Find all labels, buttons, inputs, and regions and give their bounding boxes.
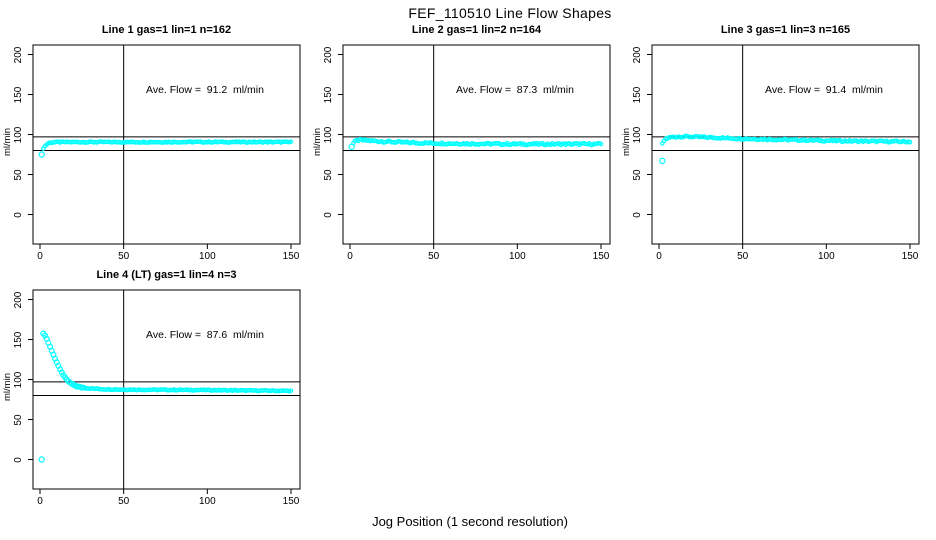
y-tick-label: 200 — [13, 291, 24, 308]
data-point — [55, 362, 62, 369]
panel-title: Line 2 gas=1 lin=2 n=164 — [411, 24, 542, 36]
y-tick-label: 50 — [13, 413, 24, 426]
outlier-point — [348, 143, 355, 151]
y-tick-label: 150 — [13, 331, 24, 348]
x-tick-label: 100 — [198, 496, 216, 507]
y-tick-label: 0 — [13, 456, 24, 463]
ave-flow-annotation: Ave. Flow = 91.2 ml/min — [146, 84, 264, 96]
y-tick-label: 0 — [632, 211, 643, 218]
y-tick-label: 0 — [323, 211, 334, 218]
y-tick-label: 200 — [13, 46, 24, 63]
ave-flow-annotation: Ave. Flow = 87.3 ml/min — [456, 84, 574, 96]
y-tick-label: 50 — [632, 168, 643, 181]
y-tick-label: 150 — [13, 86, 24, 103]
y-tick-label: 200 — [632, 46, 643, 63]
x-tick-label: 150 — [282, 496, 300, 507]
data-point — [907, 139, 913, 145]
x-tick-label: 150 — [592, 251, 610, 262]
panel-plot — [28, 289, 301, 494]
x-tick-label: 0 — [37, 496, 43, 507]
x-tick-label: 0 — [656, 251, 662, 262]
panel-title: Line 1 gas=1 lin=1 n=162 — [101, 24, 232, 36]
plot-box — [651, 44, 920, 245]
data-point — [288, 139, 294, 144]
y-tick-label: 150 — [632, 86, 643, 103]
y-tick-label: 100 — [323, 126, 334, 143]
x-tick-label: 150 — [901, 251, 919, 262]
scatter-points — [348, 136, 604, 151]
y-tick-label: 100 — [13, 371, 24, 388]
y-tick-label: 0 — [13, 211, 24, 218]
x-tick-label: 50 — [737, 251, 749, 262]
x-axis-label: Jog Position (1 second resolution) — [372, 514, 568, 529]
panel-plot — [28, 44, 301, 249]
panel-line-3: Line 3 gas=1 lin=3 n=165 Ave. Flow = 91.… — [619, 0, 929, 262]
ave-flow-annotation: Ave. Flow = 87.6 ml/min — [146, 329, 264, 341]
plot-box — [32, 44, 301, 245]
x-tick-label: 50 — [118, 251, 130, 262]
x-tick-label: 0 — [37, 251, 43, 262]
outlier-point — [38, 456, 45, 463]
outlier-point — [38, 151, 45, 158]
scatter-points — [659, 133, 913, 165]
ave-flow-annotation: Ave. Flow = 91.4 ml/min — [765, 84, 883, 96]
y-tick-label: 150 — [323, 86, 334, 103]
data-point — [598, 141, 604, 147]
panel-plot — [338, 44, 611, 249]
panel-title: Line 4 (LT) gas=1 lin=4 n=3 — [96, 269, 237, 281]
x-tick-label: 50 — [428, 251, 440, 262]
scatter-points — [38, 139, 294, 158]
y-tick-label: 100 — [632, 126, 643, 143]
panel-line-4: Line 4 (LT) gas=1 lin=4 n=3 Ave. Flow = … — [0, 245, 310, 507]
data-point — [288, 388, 294, 393]
y-tick-label: 200 — [323, 46, 334, 63]
data-point — [42, 332, 49, 339]
panel-line-2: Line 2 gas=1 lin=2 n=164 Ave. Flow = 87.… — [310, 0, 620, 262]
y-tick-label: 50 — [13, 168, 24, 181]
panel-plot — [647, 44, 920, 249]
plot-box — [32, 289, 301, 490]
y-tick-label: 50 — [323, 168, 334, 181]
outlier-point — [659, 157, 666, 165]
x-tick-label: 100 — [817, 251, 835, 262]
y-tick-label: 100 — [13, 126, 24, 143]
x-tick-label: 50 — [118, 496, 130, 507]
x-tick-label: 100 — [508, 251, 526, 262]
x-tick-label: 100 — [198, 251, 216, 262]
panel-title: Line 3 gas=1 lin=3 n=165 — [720, 24, 851, 36]
x-tick-label: 150 — [282, 251, 300, 262]
figure-title: FEF_110510 Line Flow Shapes — [408, 5, 612, 21]
scatter-points — [38, 330, 294, 463]
panel-line-1: Line 1 gas=1 lin=1 n=162 Ave. Flow = 91.… — [0, 0, 310, 262]
plot-box — [342, 44, 611, 245]
x-tick-label: 0 — [347, 251, 353, 262]
